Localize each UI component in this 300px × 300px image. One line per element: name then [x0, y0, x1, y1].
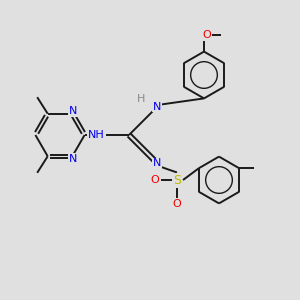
Text: O: O — [202, 29, 211, 40]
Text: O: O — [172, 199, 182, 209]
Text: N: N — [153, 101, 161, 112]
Text: N: N — [69, 106, 77, 116]
Text: N: N — [153, 158, 161, 169]
Text: NH: NH — [88, 130, 105, 140]
Text: O: O — [150, 175, 159, 185]
Text: N: N — [69, 154, 77, 164]
Text: H: H — [137, 94, 145, 104]
Text: S: S — [173, 173, 181, 187]
